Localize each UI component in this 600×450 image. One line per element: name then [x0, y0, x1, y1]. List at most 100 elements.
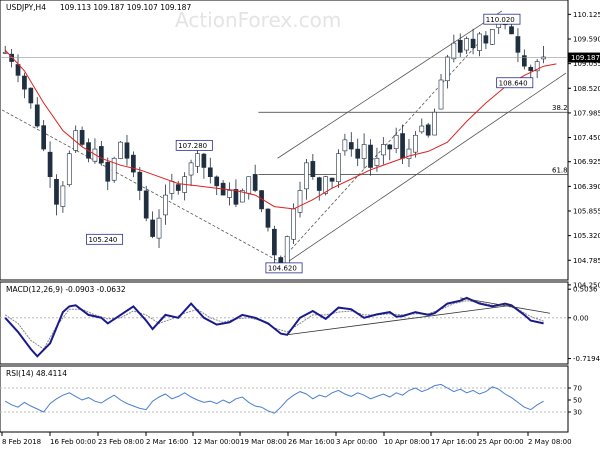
candle-body: [105, 161, 111, 182]
fib-label: 38.2: [552, 104, 568, 112]
candle-body: [175, 184, 181, 191]
candle-body: [316, 177, 322, 191]
candle-body: [355, 148, 361, 159]
macd-tick-label: 0.5036: [573, 286, 598, 294]
macd-axis: 0.5036 0.00 -0.7194: [568, 286, 600, 363]
candle-body: [22, 75, 27, 90]
candle-body: [124, 142, 130, 159]
candle-body: [34, 104, 40, 127]
price-tick-label: 105.855: [573, 207, 600, 215]
candle-body: [361, 144, 367, 159]
candle-body: [445, 56, 450, 82]
candle-body: [47, 151, 53, 177]
price-label-box: [265, 262, 303, 274]
candle-body: [477, 33, 482, 51]
candle-body: [41, 125, 47, 150]
candle-body: [515, 36, 521, 53]
price-tick-label: 106.390: [573, 183, 600, 191]
candle-body: [118, 141, 123, 159]
price-label-box: [175, 139, 213, 151]
candle-body: [470, 38, 476, 49]
price-panel-frame: [0, 0, 569, 281]
price-label: 104.620: [268, 265, 297, 273]
fib-levels: 38.2 61.8: [258, 104, 568, 175]
channel-mid: [277, 38, 483, 265]
macd-trendline: [460, 297, 551, 314]
price-labels: 110.020 107.280 105.240 104.620 108.640: [86, 13, 534, 274]
rsi-header: RSI(14) 48.4114: [6, 369, 67, 378]
price-label: 105.240: [88, 236, 117, 244]
candle-body: [214, 176, 220, 187]
candle-body: [342, 139, 348, 152]
time-tick-label: 16 Feb 00:00: [50, 438, 96, 446]
price-tick-label: 104.785: [573, 257, 600, 265]
candle-body: [457, 40, 463, 53]
price-tick-label: 107.985: [573, 109, 600, 117]
candle-body: [28, 87, 34, 104]
price-label-box: [496, 77, 534, 89]
macd-trendlines: [287, 297, 551, 336]
time-tick-label: 19 Mar 08:00: [240, 438, 287, 446]
candle-body: [509, 26, 514, 35]
candle-body: [336, 153, 341, 183]
candle-body: [265, 208, 271, 228]
candle-body: [272, 228, 277, 256]
rsi-line: [4, 383, 544, 414]
candle-body: [451, 42, 457, 60]
candle-body: [246, 176, 252, 194]
candle-body: [73, 130, 79, 151]
rsi-tick-label: 50: [573, 397, 582, 405]
macd-line: [4, 296, 544, 358]
fib-label: 61.8: [552, 166, 568, 174]
price-tick-label: 109.590: [573, 35, 600, 43]
price-label: 110.020: [486, 16, 515, 24]
candle-body: [207, 167, 213, 177]
price-axis: 110.125 109.590 109.055 108.520 107.985 107.4…: [568, 11, 600, 289]
candle-body: [489, 29, 495, 45]
candle-body: [387, 144, 393, 150]
candle-body: [438, 79, 444, 110]
price-label-box: [86, 233, 124, 245]
candle-body: [111, 157, 117, 181]
price-tick-label: 104.250: [573, 281, 600, 289]
candle-body: [534, 61, 540, 72]
candle-body: [528, 66, 534, 72]
candle-body: [131, 154, 136, 173]
price-label: 108.640: [499, 80, 528, 88]
moving-average-line: [4, 49, 557, 210]
macd-panel-frame: [0, 281, 569, 365]
candle-body: [393, 134, 399, 149]
chart-header: USDJPY,H4: [6, 3, 46, 12]
candle-body: [310, 161, 316, 177]
time-tick-label: 23 Feb 08:00: [98, 438, 144, 446]
macd-trendline: [287, 304, 512, 336]
chart-ohlc: 109.113 109.187 109.107 109.187: [60, 3, 191, 12]
time-tick-label: 2 Mar 16:00: [146, 438, 188, 446]
candle-body: [54, 179, 59, 205]
candle-body: [2, 52, 8, 54]
candle-body: [188, 162, 194, 176]
time-tick-label: 10 Apr 08:00: [384, 438, 430, 446]
candle-body: [541, 56, 546, 60]
candle-body: [150, 219, 155, 237]
candle-body: [419, 125, 425, 133]
time-tick-label: 3 Apr 00:00: [336, 438, 377, 446]
channel-lines: [1, 10, 567, 270]
rsi-tick-label: 70: [573, 385, 582, 393]
candle-body: [201, 153, 207, 168]
candle-body: [239, 190, 245, 203]
rsi-panel: RSI(14) 48.4114 70 50 30: [0, 365, 582, 433]
price-tick-label: 108.520: [573, 85, 600, 93]
candle-body: [521, 55, 527, 67]
candle-body: [66, 153, 72, 186]
candle-body: [413, 134, 418, 153]
price-tick-label: 105.320: [573, 232, 600, 240]
candle-body: [406, 148, 412, 159]
candle-body: [291, 208, 296, 240]
watermark: ActionForex.com: [175, 8, 341, 32]
time-tick-label: 2 May 08:00: [528, 438, 572, 446]
macd-header: MACD(12,26,9) -0.0903 -0.0632: [6, 285, 126, 294]
candle-body: [348, 142, 354, 150]
candle-body: [400, 133, 405, 159]
